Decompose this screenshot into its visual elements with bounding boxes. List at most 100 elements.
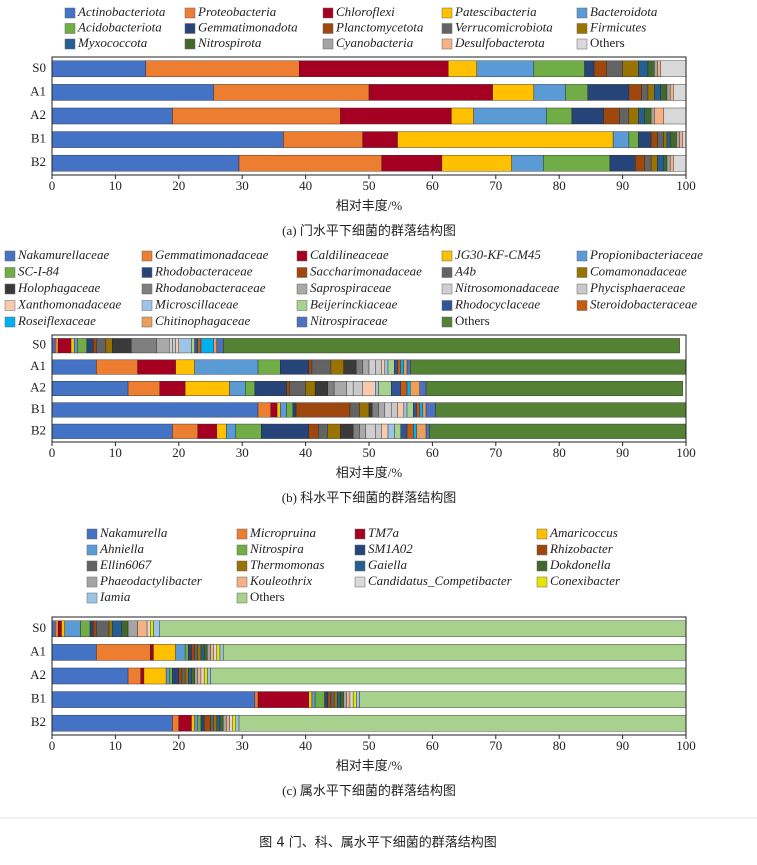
legend-label: TM7a	[368, 525, 400, 540]
bar-segment	[51, 381, 129, 396]
bar-segment	[280, 359, 309, 375]
x-tick-label: 10	[109, 445, 122, 460]
bar-segment	[286, 402, 294, 418]
legend-swatch	[4, 300, 16, 311]
legend-label: Proteobacteria	[197, 4, 277, 19]
bar-segment	[641, 84, 649, 101]
bar-segment	[261, 423, 309, 439]
y-tick-label: B2	[31, 422, 46, 437]
bar-segment	[368, 84, 493, 101]
bar-segment	[213, 338, 218, 354]
bar-segment	[368, 402, 373, 418]
bar-segment	[222, 644, 687, 661]
bar-segment	[419, 381, 427, 396]
bar-segment	[669, 154, 674, 172]
bar-segment	[416, 402, 420, 418]
legend-label: Gaiella	[368, 557, 407, 572]
bar-segment	[283, 131, 363, 148]
legend-label: Rhodobacteraceae	[154, 263, 253, 278]
legend-label: Saccharimonadaceae	[310, 263, 422, 278]
bar-segment	[213, 644, 218, 661]
x-tick-label: 90	[616, 178, 629, 193]
bar-segment	[127, 620, 138, 638]
bar-segment	[425, 423, 430, 439]
bar-segment	[533, 84, 566, 101]
bar-segment	[216, 338, 224, 354]
bar-segment	[51, 691, 256, 708]
legend-label: Micropruina	[249, 525, 316, 540]
bar-segment	[270, 402, 278, 418]
x-axis-label: 相对丰度/%	[336, 758, 403, 773]
bar-segment	[441, 154, 512, 172]
bar-segment	[207, 667, 211, 685]
bar-segment	[638, 131, 652, 148]
legend-swatch	[354, 576, 366, 588]
bar-segment	[378, 402, 386, 418]
legend-label: Desulfobacterota	[454, 35, 545, 50]
bar-segment	[96, 644, 151, 661]
legend-swatch	[296, 283, 308, 295]
legend-label: Steroidobacteraceae	[590, 296, 697, 311]
legend-swatch	[236, 544, 248, 556]
y-tick-label: B1	[31, 691, 46, 706]
bar-segment	[311, 359, 332, 375]
bar-segment	[308, 359, 313, 375]
x-tick-label: 30	[236, 178, 249, 193]
bar-segment	[410, 381, 420, 396]
bar-segment	[54, 338, 59, 354]
bar-segment	[216, 423, 227, 439]
bar-segment	[422, 402, 427, 418]
y-tick-label: A2	[30, 107, 46, 122]
y-tick-label: S0	[32, 337, 46, 352]
x-tick-label: 40	[299, 445, 312, 460]
legend-swatch	[141, 300, 153, 311]
bar-segment	[375, 423, 382, 439]
bar-segment	[51, 359, 97, 375]
bar-segment	[612, 131, 630, 148]
legend-label: Propionibacteriaceae	[589, 247, 703, 262]
bar-segment	[146, 620, 151, 638]
bar-segment	[77, 338, 88, 354]
legend-label: Ellin6067	[99, 557, 152, 572]
y-tick-label: S0	[32, 620, 46, 635]
bar-segment	[127, 381, 160, 396]
bar-segment	[308, 423, 319, 439]
bar-segment	[213, 84, 370, 101]
bar-segment	[169, 338, 173, 354]
legend-swatch	[322, 38, 334, 50]
legend-swatch	[184, 23, 196, 34]
x-tick-label: 100	[676, 445, 696, 460]
bar-segment	[280, 402, 287, 418]
bar-segment	[647, 60, 655, 78]
legend-label: Nakamurellaceae	[17, 247, 109, 262]
bar-segment	[175, 338, 180, 354]
bar-segment	[327, 381, 335, 396]
bar-segment	[654, 107, 665, 125]
x-tick-label: 40	[299, 738, 312, 753]
bar-segment	[650, 107, 655, 125]
x-tick-label: 50	[363, 445, 376, 460]
legend-label: Roseiflexaceae	[17, 313, 96, 328]
legend-label: Others	[455, 313, 490, 328]
bar-segment	[533, 60, 585, 78]
legend-swatch	[86, 592, 98, 604]
bar-segment	[194, 359, 259, 375]
bar-segment	[153, 620, 160, 638]
bar-segment	[137, 620, 148, 638]
bar-segment	[150, 644, 154, 661]
bar-segment	[286, 381, 290, 396]
bar-segment	[397, 131, 614, 148]
bar-segment	[650, 131, 658, 148]
legend-label: Comamonadaceae	[590, 263, 687, 278]
bar-segment	[330, 691, 335, 708]
bar-segment	[663, 154, 668, 172]
x-tick-label: 50	[363, 738, 376, 753]
bar-segment	[435, 402, 687, 418]
bar-segment	[314, 691, 325, 708]
x-tick-label: 40	[299, 178, 312, 193]
bar-segment	[257, 691, 309, 708]
bar-segment	[112, 620, 122, 638]
legend-swatch	[576, 300, 588, 311]
bar-segment	[96, 338, 107, 354]
